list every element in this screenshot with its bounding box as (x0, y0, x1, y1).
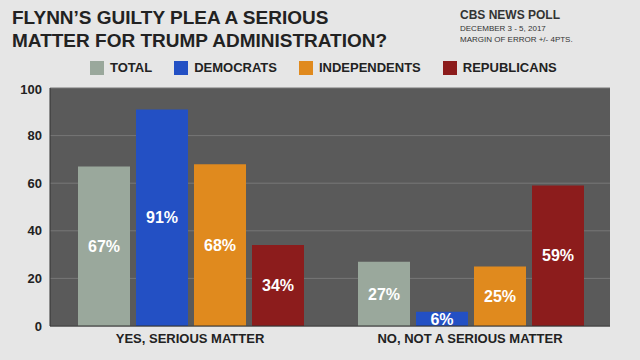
svg-text:67%: 67% (88, 238, 120, 255)
html-text:MARGIN OF ERROR +/- 4PTS.: MARGIN OF ERROR +/- 4PTS. (460, 35, 573, 44)
html-text:INDEPENDENTS: INDEPENDENTS (318, 60, 421, 75)
html-text:REPUBLICANS: REPUBLICANS (462, 60, 557, 75)
svg-text:25%: 25% (484, 288, 516, 305)
svg-text:60: 60 (28, 176, 42, 191)
svg-text:0: 0 (35, 319, 42, 334)
svg-text:34%: 34% (262, 277, 294, 294)
svg-text:20: 20 (28, 271, 42, 286)
html-text:CBS NEWS POLL: CBS NEWS POLL (460, 8, 560, 22)
svg-text:59%: 59% (542, 247, 574, 264)
svg-text:80: 80 (28, 128, 42, 143)
svg-text:68%: 68% (204, 237, 236, 254)
html-text:DEMOCRATS: DEMOCRATS (194, 60, 277, 75)
svg-text:91%: 91% (146, 209, 178, 226)
svg-text:YES, SERIOUS MATTER: YES, SERIOUS MATTER (116, 331, 265, 346)
svg-text:100: 100 (20, 82, 42, 97)
html-text:DECEMBER 3 - 5, 2017: DECEMBER 3 - 5, 2017 (460, 24, 546, 33)
svg-text:6%: 6% (430, 311, 453, 328)
html-text:TOTAL: TOTAL (110, 60, 153, 75)
svg-text:NO, NOT A SERIOUS MATTER: NO, NOT A SERIOUS MATTER (377, 331, 563, 346)
svg-text:40: 40 (28, 223, 42, 238)
html-text:FLYNN’S GUILTY PLEA A SERIOUS: FLYNN’S GUILTY PLEA A SERIOUS MATTER FOR… (12, 7, 387, 51)
svg-text:27%: 27% (368, 286, 400, 303)
